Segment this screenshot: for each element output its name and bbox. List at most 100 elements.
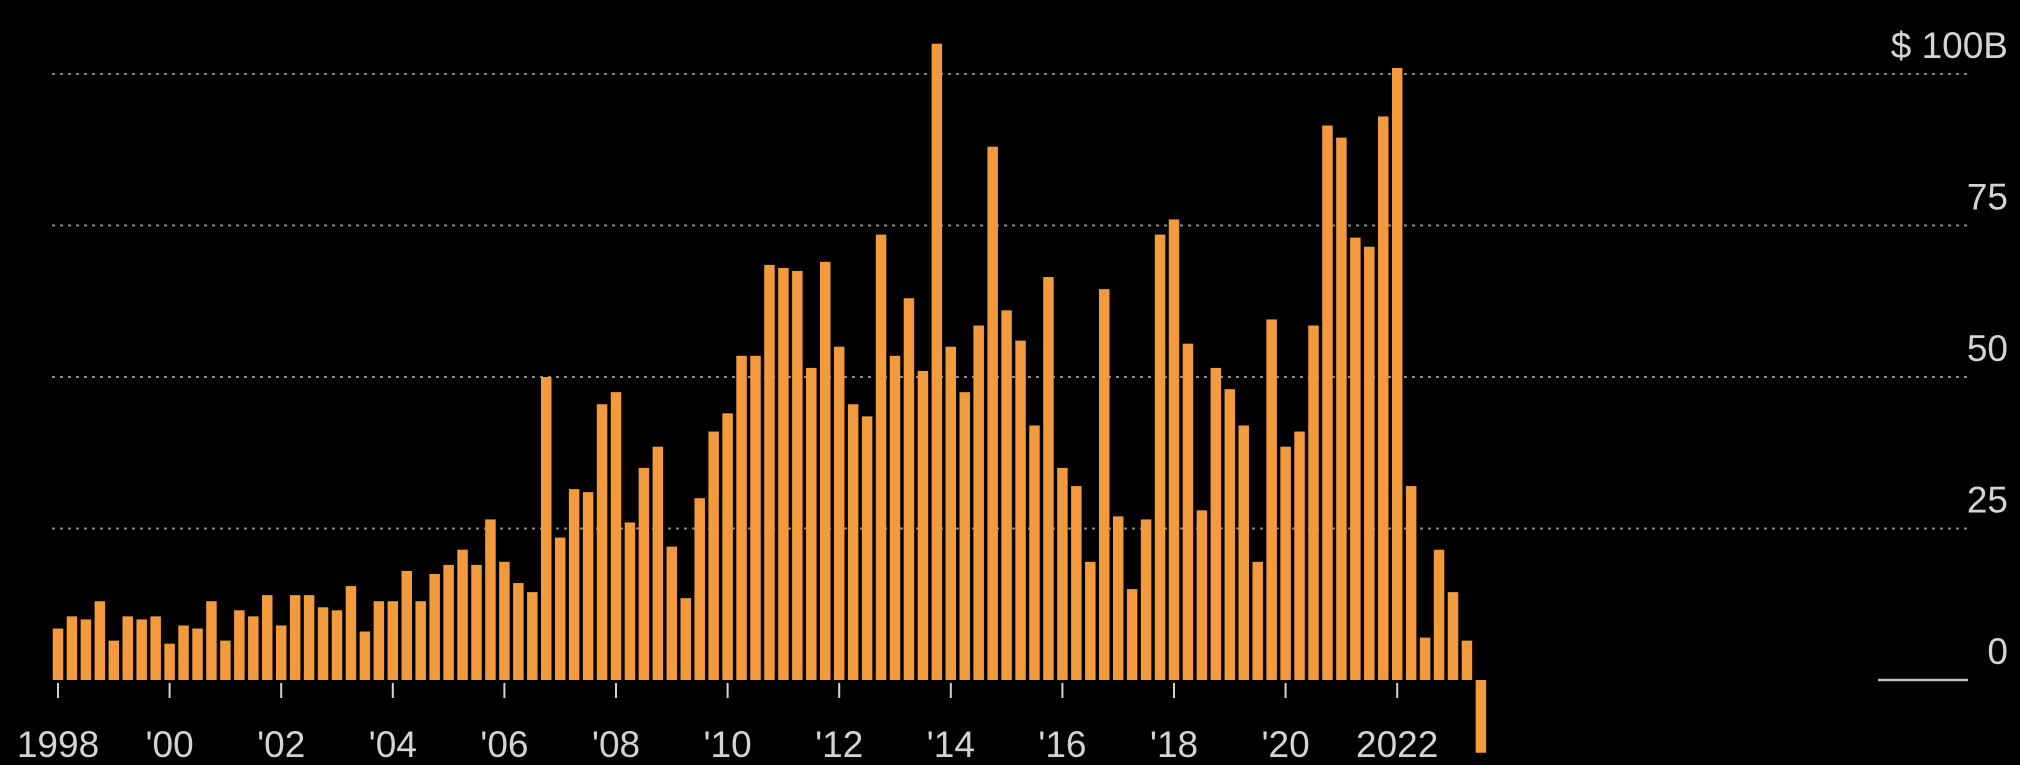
bar (1447, 592, 1459, 680)
bar (248, 616, 259, 680)
bar (234, 610, 245, 680)
bar (80, 619, 92, 680)
bar (792, 270, 803, 680)
bar (1433, 549, 1445, 680)
bar (52, 628, 64, 680)
bar (1015, 340, 1026, 680)
bar (192, 628, 203, 680)
bar (220, 640, 231, 680)
bar (680, 598, 691, 680)
bar (150, 616, 161, 680)
x-tick-label: '20 (1261, 724, 1309, 765)
bar (889, 355, 901, 680)
bar (164, 643, 175, 680)
bar (359, 631, 371, 680)
bar (136, 619, 147, 680)
bar (317, 607, 329, 680)
x-tick-label: '16 (1038, 724, 1086, 765)
bar (861, 416, 873, 680)
bar (652, 446, 664, 680)
bar (610, 392, 622, 680)
bar (945, 346, 957, 680)
bar (750, 355, 761, 680)
y-tick-label: 0 (1987, 631, 2008, 672)
bar (471, 564, 482, 680)
bar (541, 377, 552, 680)
bar (1419, 637, 1431, 680)
bar (1238, 425, 1249, 680)
bar (1475, 680, 1487, 753)
bar (331, 610, 343, 680)
bar (429, 573, 440, 680)
bar (513, 583, 524, 680)
bar (596, 404, 608, 680)
x-tick-label: '10 (703, 724, 751, 765)
bar (847, 404, 859, 680)
bar (499, 561, 510, 680)
bar (917, 370, 929, 680)
bar (443, 564, 454, 680)
bar (1140, 519, 1152, 680)
label-layer: $ 100B 75 50 25 0 1998 '00 '02 '04 '06 '08 '10 '12 '1… (17, 25, 2008, 765)
x-tick-label: '18 (1150, 724, 1198, 765)
bar (694, 498, 705, 680)
y-tick-label: 75 (1967, 177, 2008, 218)
bar (387, 601, 399, 680)
bar-layer (52, 43, 1487, 753)
x-tick-label: '12 (815, 724, 863, 765)
x-tick-label: '04 (369, 724, 417, 765)
x-tick-label: 2022 (1356, 724, 1438, 765)
bar (1280, 446, 1291, 680)
bar (1336, 137, 1347, 680)
bar (1071, 486, 1082, 680)
bar (1405, 486, 1417, 680)
bar (1391, 67, 1403, 680)
bar (485, 519, 496, 680)
bar (638, 467, 650, 680)
bar (94, 601, 106, 680)
bar (401, 570, 412, 680)
bar (931, 43, 943, 680)
axis-layer (57, 678, 1968, 698)
bar (722, 413, 733, 680)
bar (833, 346, 845, 680)
y-tick-label: 25 (1967, 480, 2008, 521)
bar (568, 489, 580, 680)
bar (1224, 389, 1236, 680)
bar (1350, 237, 1361, 680)
bar (1308, 325, 1319, 680)
bar (415, 601, 426, 680)
bar (345, 586, 357, 680)
bar (903, 298, 915, 680)
y-tick-label: $ 100B (1891, 25, 2008, 66)
bar (764, 264, 775, 680)
bar (1112, 516, 1124, 680)
bar (666, 546, 678, 680)
bar (987, 146, 998, 681)
bar (778, 267, 789, 680)
bar (554, 537, 566, 680)
x-tick-label: '14 (927, 724, 975, 765)
bar (457, 549, 468, 680)
bar (527, 592, 538, 680)
bar (303, 595, 315, 680)
bar (1196, 510, 1208, 680)
bar (1182, 343, 1194, 680)
bar (820, 261, 831, 680)
bar (1378, 116, 1389, 681)
bar (1461, 640, 1473, 680)
bar (708, 431, 719, 680)
bar (1168, 219, 1180, 680)
x-tick-label: '06 (480, 724, 528, 765)
bar (122, 616, 133, 680)
x-tick-label: '02 (257, 724, 305, 765)
bar (875, 234, 887, 680)
bar (1126, 589, 1138, 680)
bar (1294, 431, 1305, 680)
bar (1266, 319, 1277, 680)
bar (1364, 246, 1375, 680)
bar (262, 595, 273, 680)
bar (624, 522, 636, 680)
